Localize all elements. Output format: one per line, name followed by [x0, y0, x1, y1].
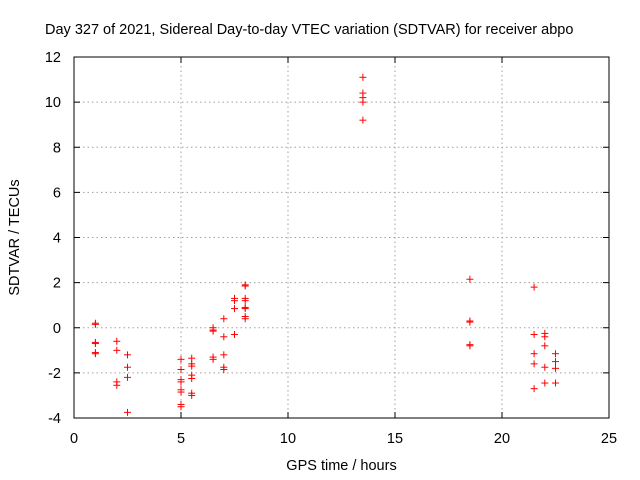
data-point [359, 98, 367, 106]
data-point [541, 363, 549, 371]
data-point [241, 297, 249, 305]
data-point [241, 305, 249, 313]
data-point [231, 297, 238, 305]
x-tick-label: 5 [177, 431, 185, 447]
data-point [241, 315, 249, 323]
data-point [124, 408, 131, 416]
data-point [530, 331, 538, 339]
y-tick-label: 2 [53, 276, 61, 292]
data-point [177, 388, 185, 396]
data-points [91, 73, 559, 416]
data-point [530, 283, 538, 291]
data-point [231, 331, 238, 339]
data-point [124, 363, 131, 371]
data-point [231, 305, 238, 313]
data-point [113, 337, 121, 345]
y-tick-label: 10 [45, 95, 61, 111]
chart-title: Day 327 of 2021, Sidereal Day-to-day VTE… [45, 22, 573, 38]
y-tick-label: 4 [53, 231, 61, 247]
data-point [220, 351, 228, 359]
data-point [91, 320, 99, 328]
data-point [466, 318, 474, 326]
y-axis-label: SDTVAR / TECUs [7, 179, 23, 295]
y-tick-label: 8 [53, 140, 61, 156]
data-point [241, 282, 249, 290]
data-point [209, 355, 217, 363]
data-point [541, 379, 549, 387]
x-tick-label: 20 [494, 431, 510, 447]
data-point [91, 340, 99, 348]
data-point [177, 365, 185, 373]
grid-lines [74, 57, 609, 418]
data-point [552, 364, 559, 372]
x-tick-label: 15 [387, 431, 403, 447]
data-point [177, 403, 185, 411]
data-point [177, 355, 185, 363]
data-point [359, 116, 367, 124]
y-tick-label: 6 [53, 185, 61, 201]
data-point [541, 333, 549, 341]
x-tick-label: 10 [280, 431, 296, 447]
data-point [541, 342, 549, 350]
data-point [530, 360, 538, 368]
y-tick-label: 0 [53, 321, 61, 337]
data-point [113, 381, 121, 389]
data-point [552, 358, 559, 366]
y-tick-label: 12 [45, 50, 61, 66]
x-axis-label: GPS time / hours [286, 458, 396, 474]
data-point [359, 73, 367, 81]
data-point [552, 379, 559, 387]
axis-ticks: 0 5 10 15 20 25 -4 -2 0 2 4 6 8 10 12 [45, 50, 617, 447]
data-point [466, 275, 474, 283]
data-point [124, 373, 131, 381]
data-point [466, 342, 474, 350]
y-tick-label: -4 [48, 411, 61, 427]
data-point [177, 378, 185, 386]
data-point [220, 365, 228, 373]
data-point [220, 315, 228, 323]
data-point [124, 351, 131, 359]
data-point [91, 350, 99, 358]
x-tick-label: 0 [70, 431, 78, 447]
data-point [188, 375, 196, 383]
y-tick-label: -2 [48, 366, 61, 382]
x-tick-label: 25 [601, 431, 617, 447]
data-point [188, 362, 196, 370]
data-point [530, 350, 538, 358]
data-point [113, 346, 121, 354]
data-point [220, 333, 228, 341]
data-point [530, 385, 538, 393]
data-point [209, 327, 217, 335]
data-point [552, 350, 559, 358]
data-point [188, 391, 196, 399]
